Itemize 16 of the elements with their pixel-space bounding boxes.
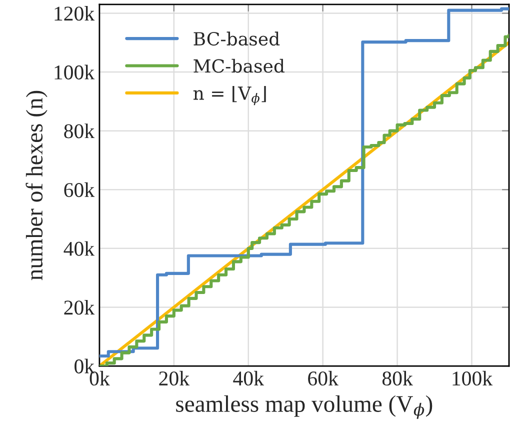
y-tick-label: 20k [64,300,95,315]
y-tick-label: 80k [64,124,95,138]
legend-label: BC-based [194,32,280,46]
x-tick-label: 60k [308,370,338,386]
y-tick-label: 100k [54,64,95,80]
y-tick-label: 40k [64,241,95,256]
legend-label: n = ⌊V$_{ϕ}$⌋ [193,86,266,106]
legend-label: MC-based [194,58,284,73]
y-tick-label: 60k [64,182,95,198]
y-axis-title: number of hexes (n) [26,90,48,280]
x-tick-label: 40k [233,370,264,386]
x-axis-title: seamless map volume (V$_{ϕ}$) [176,395,432,419]
y-tick-label: 120k [54,6,95,21]
x-tick-label: 100k [452,370,493,386]
x-tick-label: 80k [382,370,413,386]
x-tick-label: 20k [159,370,190,386]
